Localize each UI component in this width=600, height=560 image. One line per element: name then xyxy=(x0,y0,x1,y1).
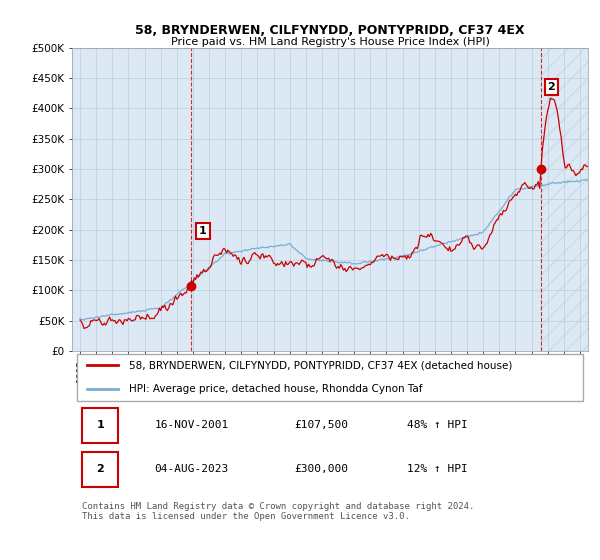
Text: Price paid vs. HM Land Registry's House Price Index (HPI): Price paid vs. HM Land Registry's House … xyxy=(170,37,490,47)
Text: 58, BRYNDERWEN, CILFYNYDD, PONTYPRIDD, CF37 4EX: 58, BRYNDERWEN, CILFYNYDD, PONTYPRIDD, C… xyxy=(135,24,525,38)
Text: 16-NOV-2001: 16-NOV-2001 xyxy=(155,421,229,431)
Text: 2: 2 xyxy=(547,82,555,92)
Text: 04-AUG-2023: 04-AUG-2023 xyxy=(155,464,229,474)
Text: 58, BRYNDERWEN, CILFYNYDD, PONTYPRIDD, CF37 4EX (detached house): 58, BRYNDERWEN, CILFYNYDD, PONTYPRIDD, C… xyxy=(129,360,512,370)
Text: 1: 1 xyxy=(97,421,104,431)
Text: HPI: Average price, detached house, Rhondda Cynon Taf: HPI: Average price, detached house, Rhon… xyxy=(129,384,422,394)
FancyBboxPatch shape xyxy=(82,408,118,443)
Text: £107,500: £107,500 xyxy=(294,421,348,431)
Text: £300,000: £300,000 xyxy=(294,464,348,474)
Text: 48% ↑ HPI: 48% ↑ HPI xyxy=(407,421,468,431)
Text: 1: 1 xyxy=(199,226,207,236)
FancyBboxPatch shape xyxy=(82,452,118,487)
Text: 2: 2 xyxy=(97,464,104,474)
FancyBboxPatch shape xyxy=(77,354,583,401)
Text: 12% ↑ HPI: 12% ↑ HPI xyxy=(407,464,468,474)
Text: Contains HM Land Registry data © Crown copyright and database right 2024.
This d: Contains HM Land Registry data © Crown c… xyxy=(82,502,475,521)
